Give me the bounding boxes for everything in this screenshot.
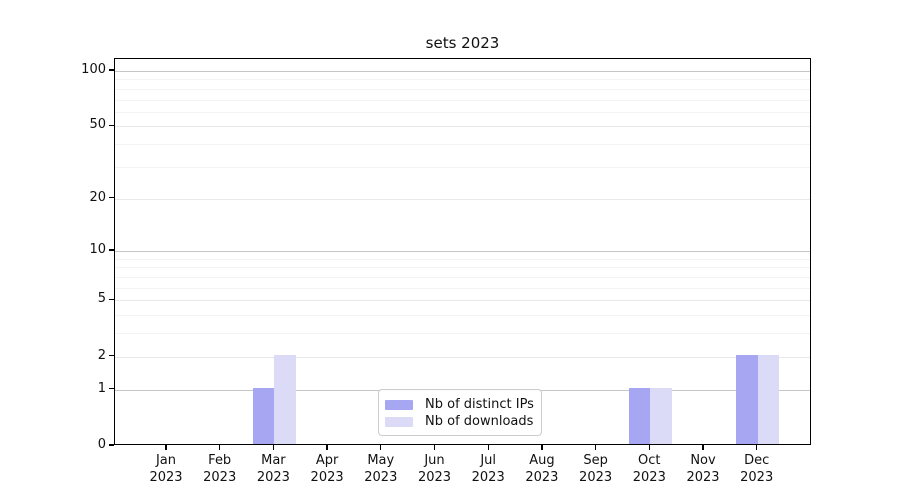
y-tick-label: 10 [89,242,106,258]
y-tick-mark [109,387,114,390]
gridline [115,300,810,302]
x-tick-label: Mar 2023 [256,453,290,485]
minor-gridline [115,144,810,146]
x-tick-label: May 2023 [364,453,398,485]
x-tick-label: Oct 2023 [632,453,666,485]
x-tick-mark [702,445,704,450]
y-tick-mark [109,298,114,301]
y-tick-label: 20 [89,189,106,205]
x-tick-mark [272,445,275,450]
legend-swatch-downloads [385,416,413,427]
minor-gridline [115,315,810,317]
y-tick-mark [109,249,114,251]
x-tick-label: Jan 2023 [149,453,183,485]
bar-nb-of-distinct-ips-oct-2023 [628,387,651,444]
legend-label-distinct-ips: Nb of distinct IPs [425,397,534,412]
x-tick-label: Dec 2023 [740,453,774,485]
legend-item-distinct-ips: Nb of distinct IPs [385,396,534,413]
minor-gridline [115,277,810,278]
chart-title: sets 2023 [425,34,500,52]
minor-gridline [115,111,810,113]
bar-nb-of-downloads-oct-2023 [650,387,672,444]
x-tick-label: Feb 2023 [203,453,237,485]
gridline [115,356,810,358]
bar-nb-of-distinct-ips-dec-2023 [736,354,758,444]
y-tick-mark [109,124,114,127]
minor-gridline [115,166,810,168]
x-tick-label: Aug 2023 [525,453,559,485]
minor-gridline [115,287,810,289]
y-tick-mark [109,444,114,446]
bar-nb-of-downloads-dec-2023 [757,354,780,444]
y-tick-label: 0 [97,437,106,452]
minor-gridline [115,333,810,335]
minor-gridline [115,99,810,101]
x-tick-mark [756,445,758,450]
x-tick-label: Sep 2023 [579,453,613,485]
y-tick-mark [109,69,114,71]
x-tick-mark [541,445,543,450]
x-tick-label: Jul 2023 [471,453,505,485]
minor-gridline [115,267,810,269]
minor-gridline [115,88,810,90]
major-gridline [115,70,810,72]
y-tick-label: 1 [97,380,106,396]
legend-swatch-distinct-ips [385,399,413,410]
x-tick-mark [380,445,382,450]
legend-label-downloads: Nb of downloads [425,414,534,429]
y-tick-mark [109,355,114,357]
x-tick-label: Apr 2023 [310,453,344,485]
y-tick-label: 100 [81,61,106,77]
plot-area [114,58,811,445]
gridline [115,198,810,200]
bar-nb-of-downloads-mar-2023 [274,354,296,444]
x-tick-mark [326,445,328,450]
x-tick-mark [594,445,597,450]
x-tick-mark [219,445,221,450]
x-tick-label: Jun 2023 [417,453,452,485]
minor-gridline [115,79,810,81]
x-tick-mark [648,445,650,450]
major-gridline [115,251,810,253]
x-tick-mark [487,445,489,450]
x-tick-label: Nov 2023 [686,453,720,485]
y-tick-label: 5 [97,291,106,307]
y-tick-label: 50 [89,117,106,133]
bar-nb-of-distinct-ips-mar-2023 [252,387,275,444]
minor-gridline [115,258,810,260]
y-tick-mark [109,196,114,199]
legend-item-downloads: Nb of downloads [385,413,533,430]
gridline [115,126,810,128]
x-tick-mark [433,445,436,450]
x-tick-mark [165,445,167,450]
y-tick-label: 2 [97,347,106,363]
legend: Nb of distinct IPs Nb of downloads [378,389,542,436]
